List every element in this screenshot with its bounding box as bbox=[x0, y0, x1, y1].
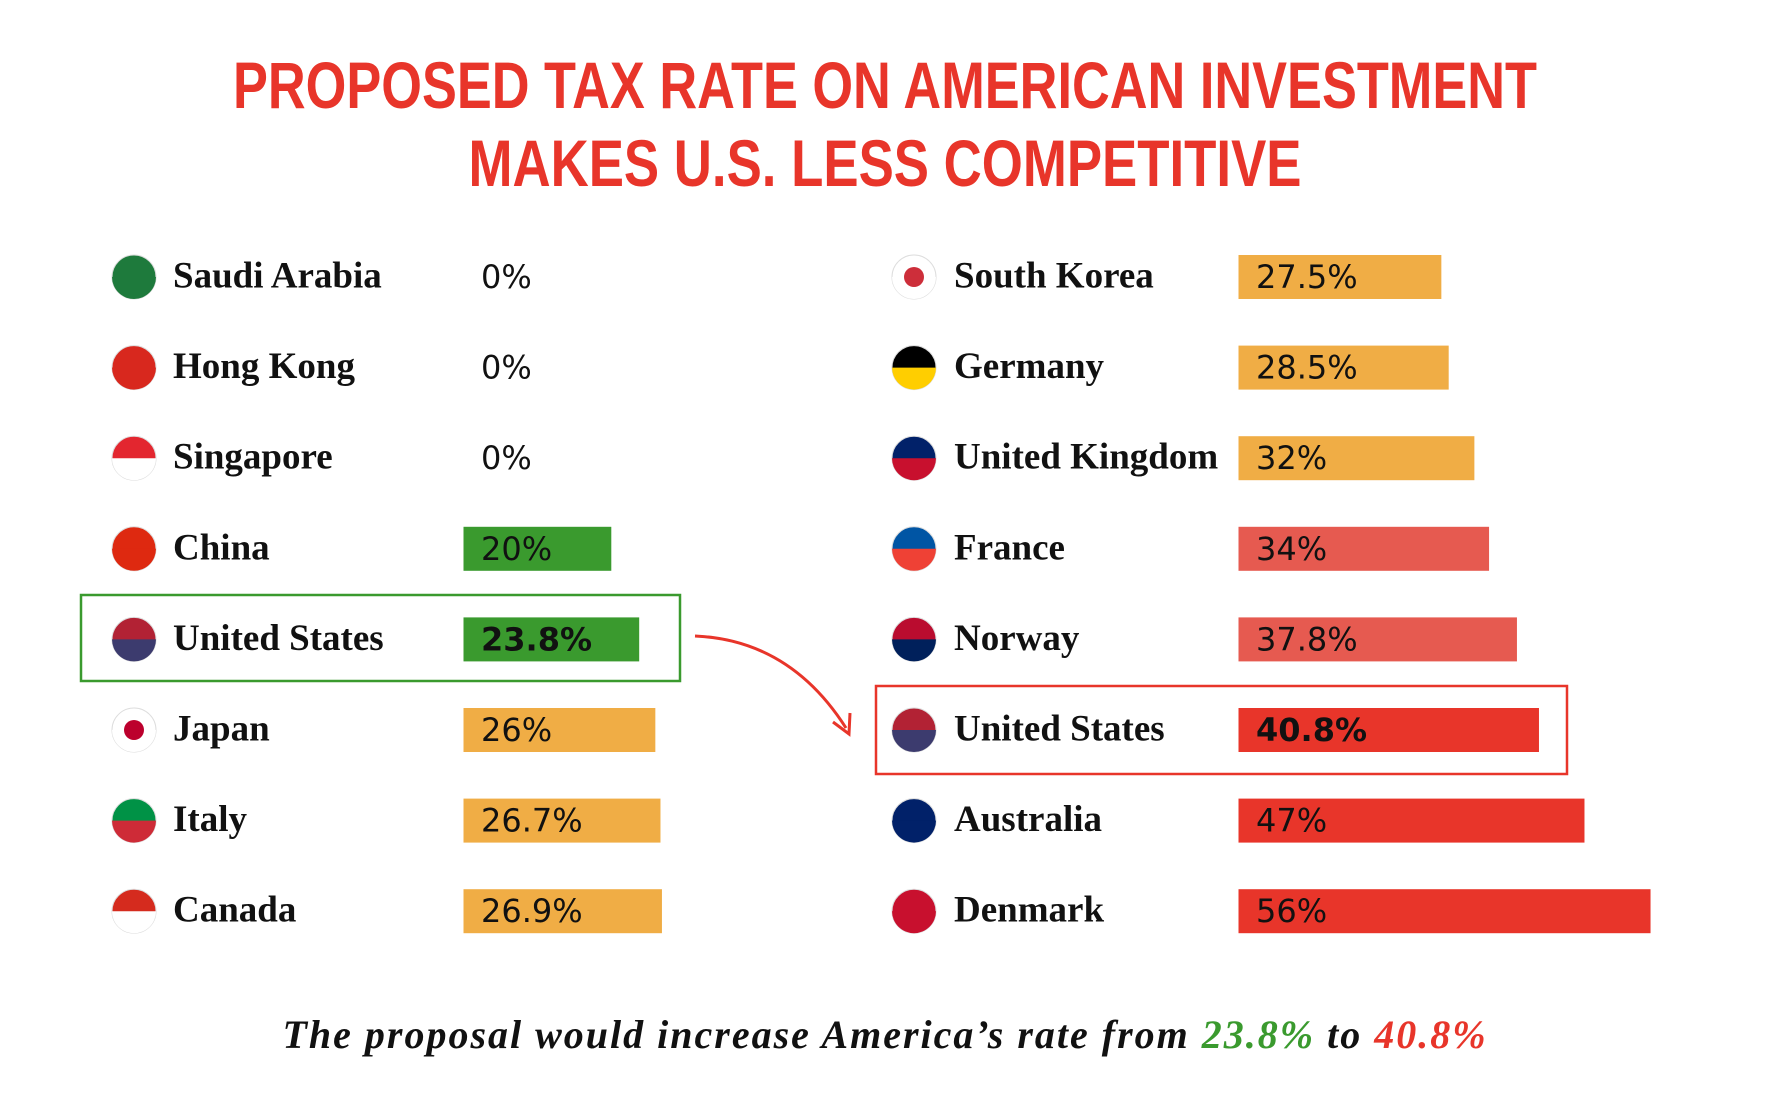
flag bbox=[904, 267, 924, 287]
country-name: Saudi Arabia bbox=[173, 255, 382, 296]
country-name: Australia bbox=[954, 799, 1102, 840]
bar bbox=[463, 708, 656, 752]
footnote-text: to bbox=[1327, 1012, 1362, 1057]
value-label: 40.8% bbox=[1256, 711, 1367, 749]
flag bbox=[892, 277, 936, 299]
value-label: 32% bbox=[1256, 439, 1327, 477]
bar bbox=[1238, 345, 1449, 390]
arrow-head bbox=[832, 712, 852, 737]
value-label: 34% bbox=[1256, 530, 1327, 568]
value-label: 23.8% bbox=[481, 620, 592, 658]
country-name: United States bbox=[954, 708, 1165, 749]
bar bbox=[1238, 526, 1490, 571]
country-name: Italy bbox=[173, 799, 248, 840]
bar bbox=[1238, 255, 1442, 299]
flag bbox=[892, 367, 936, 390]
value-label: 47% bbox=[1256, 802, 1327, 840]
flag bbox=[892, 548, 936, 571]
title-line: PROPOSED TAX RATE ON AMERICAN INVESTMENT bbox=[233, 48, 1537, 122]
value-label: 26.9% bbox=[481, 892, 583, 930]
bar bbox=[1238, 436, 1475, 481]
value-label: 20% bbox=[481, 530, 552, 568]
footnote-from: 23.8% bbox=[1201, 1012, 1315, 1057]
country-name: Japan bbox=[173, 708, 270, 749]
footnote: The proposal would increase America’s ra… bbox=[282, 1012, 1487, 1057]
value-label: 37.8% bbox=[1256, 620, 1358, 658]
country-name: Norway bbox=[954, 618, 1080, 659]
country-name: Denmark bbox=[954, 890, 1104, 931]
flag bbox=[112, 458, 156, 481]
highlight-box bbox=[79, 593, 682, 683]
flag bbox=[112, 277, 156, 299]
flag bbox=[892, 820, 936, 843]
flag bbox=[112, 730, 156, 752]
value-label: 0% bbox=[481, 439, 532, 477]
value-label: 28.5% bbox=[1256, 349, 1358, 387]
highlight-box bbox=[874, 684, 1569, 776]
country-name: Hong Kong bbox=[173, 346, 355, 387]
arrow bbox=[694, 634, 848, 729]
flag bbox=[112, 911, 156, 934]
bar bbox=[1238, 708, 1539, 752]
value-label: 0% bbox=[481, 258, 532, 296]
flag bbox=[112, 548, 156, 571]
country-name: Singapore bbox=[173, 437, 333, 478]
country-name: Canada bbox=[173, 890, 296, 931]
flag bbox=[892, 639, 936, 662]
flag bbox=[124, 720, 144, 740]
footnote-text: The proposal would increase America’s ra… bbox=[282, 1012, 1189, 1057]
bar bbox=[1238, 798, 1585, 843]
flag bbox=[112, 820, 156, 843]
value-label: 26.7% bbox=[481, 802, 583, 840]
flag bbox=[112, 367, 156, 390]
bar bbox=[1238, 617, 1517, 662]
bar bbox=[463, 526, 612, 571]
value-label: 56% bbox=[1256, 892, 1327, 930]
bar bbox=[463, 617, 640, 662]
bar bbox=[463, 798, 661, 843]
value-label: 27.5% bbox=[1256, 258, 1358, 296]
bar bbox=[1238, 889, 1651, 934]
title-line: MAKES U.S. LESS COMPETITIVE bbox=[469, 126, 1302, 200]
flag bbox=[892, 730, 936, 752]
value-label: 0% bbox=[481, 349, 532, 387]
flag bbox=[892, 911, 936, 934]
country-name: United States bbox=[173, 618, 384, 659]
flag bbox=[112, 639, 156, 662]
footnote-to: 40.8% bbox=[1373, 1012, 1487, 1057]
flag bbox=[892, 458, 936, 481]
country-name: China bbox=[173, 527, 270, 568]
country-name: France bbox=[954, 527, 1065, 568]
country-name: South Korea bbox=[954, 255, 1154, 296]
country-name: United Kingdom bbox=[954, 437, 1218, 478]
value-label: 26% bbox=[481, 711, 552, 749]
bar bbox=[463, 889, 662, 934]
country-name: Germany bbox=[954, 346, 1105, 387]
